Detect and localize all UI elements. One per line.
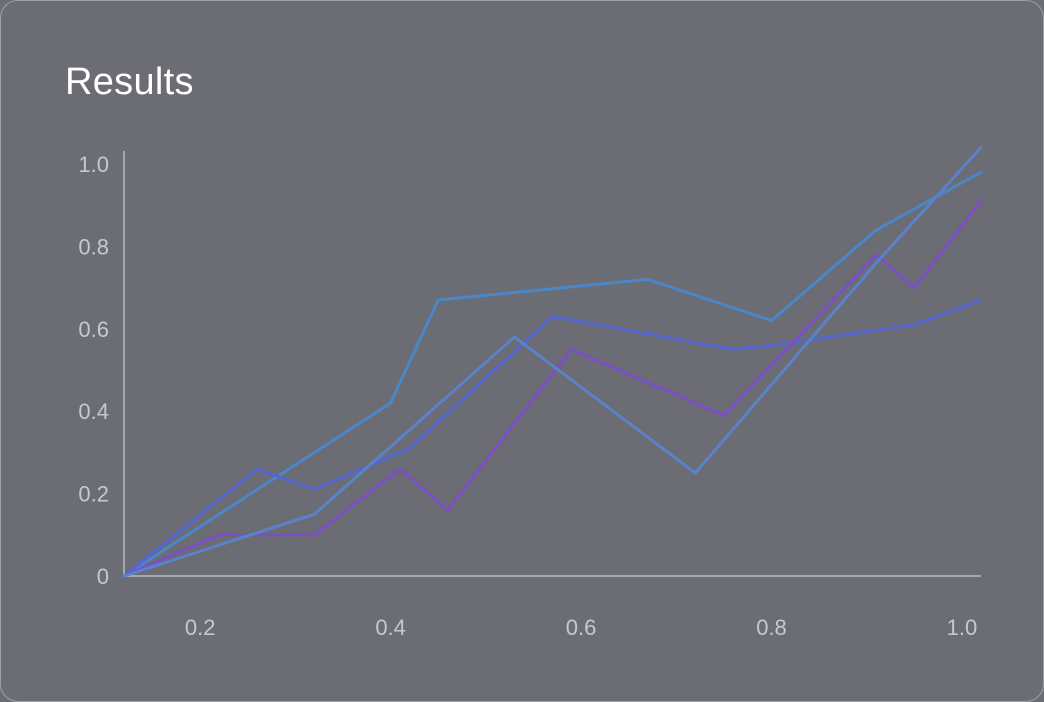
x-tick-labels: 0.2 0.4 0.6 0.8 1.0	[185, 615, 977, 640]
chart-title: Results	[65, 61, 194, 103]
y-tick-label: 0.6	[78, 317, 109, 342]
y-tick-labels: 0 0.2 0.4 0.6 0.8 1.0	[78, 152, 109, 589]
y-tick-label: 0.4	[78, 399, 109, 424]
y-tick-label: 0.2	[78, 482, 109, 507]
y-tick-label: 0	[97, 564, 109, 589]
series-line-2	[122, 298, 983, 578]
x-tick-label: 0.8	[756, 615, 787, 640]
series-line-3	[122, 199, 983, 578]
y-tick-label: 0.8	[78, 234, 109, 259]
x-tick-label: 0.6	[566, 615, 597, 640]
y-tick-label: 1.0	[78, 152, 109, 177]
series-lines	[122, 146, 983, 578]
x-tick-label: 1.0	[947, 615, 978, 640]
x-tick-label: 0.2	[185, 615, 216, 640]
series-line-1	[122, 170, 983, 578]
series-line-4	[122, 146, 983, 578]
x-tick-label: 0.4	[375, 615, 406, 640]
